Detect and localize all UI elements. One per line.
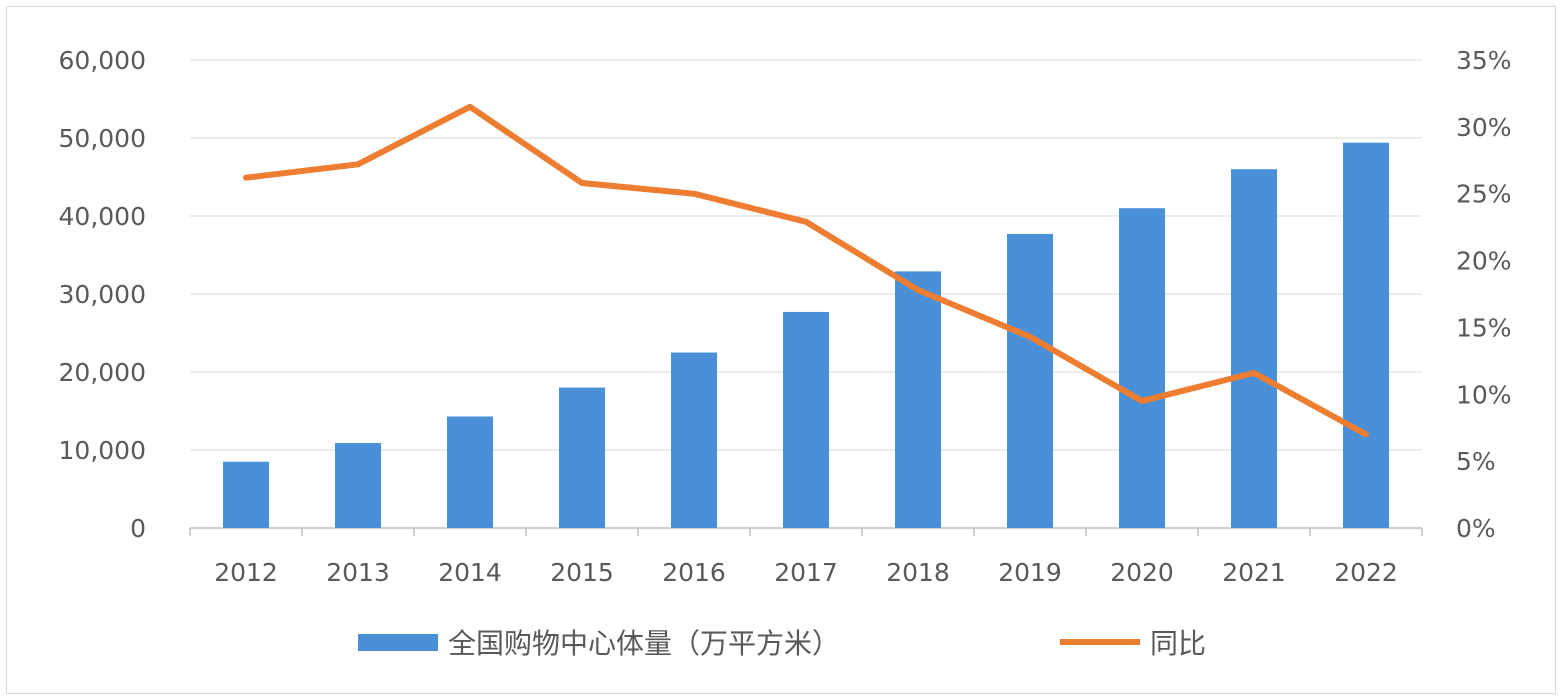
line-point: [1365, 433, 1367, 435]
left-tick-label: 30,000: [59, 280, 146, 309]
line-point: [581, 182, 583, 184]
right-axis-ticks: 0% 5% 10% 15% 20% 25% 30% 35%: [1456, 46, 1512, 543]
bar: [671, 352, 717, 528]
right-tick-label: 10%: [1456, 380, 1512, 409]
x-tick-label: 2018: [886, 558, 950, 587]
bar: [1119, 208, 1165, 528]
bar: [1231, 169, 1277, 528]
line-point: [805, 221, 807, 223]
left-tick-label: 40,000: [59, 202, 146, 231]
bar-series: [223, 142, 1389, 528]
x-tick-label: 2019: [998, 558, 1062, 587]
bar: [783, 311, 829, 528]
legend-swatch-bar: [358, 634, 438, 651]
bar: [1007, 233, 1053, 528]
x-tick-label: 2014: [438, 558, 502, 587]
legend-label-line: 同比: [1150, 627, 1206, 660]
x-tick-label: 2017: [774, 558, 838, 587]
line-point: [1029, 336, 1031, 338]
line-point: [357, 163, 359, 165]
bar: [895, 271, 941, 528]
left-axis-ticks: 0 10,000 20,000 30,000 40,000 50,000 60,000: [59, 46, 146, 543]
x-tick-label: 2015: [550, 558, 614, 587]
x-tick-label: 2013: [326, 558, 390, 587]
right-tick-label: 25%: [1456, 180, 1512, 209]
x-tick-label: 2021: [1222, 558, 1286, 587]
line-series: [243, 103, 1369, 438]
right-tick-label: 20%: [1456, 247, 1512, 276]
right-tick-label: 0%: [1456, 514, 1496, 543]
x-tick-label: 2020: [1110, 558, 1174, 587]
gridlines: [190, 59, 1422, 529]
right-tick-label: 5%: [1456, 447, 1496, 476]
left-tick-label: 50,000: [59, 124, 146, 153]
legend: 全国购物中心体量（万平方米） 同比: [358, 627, 1206, 660]
right-tick-label: 30%: [1456, 113, 1512, 142]
chart-frame: [6, 6, 1556, 694]
left-tick-label: 60,000: [59, 46, 146, 75]
bar: [223, 461, 269, 528]
x-tick-label: 2016: [662, 558, 726, 587]
right-tick-label: 35%: [1456, 46, 1512, 75]
bar: [559, 387, 605, 528]
line-point: [693, 193, 695, 195]
bar: [1343, 142, 1389, 528]
line-point: [469, 106, 471, 108]
x-axis-ticks: 2012 2013 2014 2015 2016 2017 2018 2019 2020 2021…: [189, 528, 1423, 587]
left-tick-label: 0: [130, 514, 146, 543]
left-tick-label: 10,000: [59, 436, 146, 465]
left-tick-label: 20,000: [59, 358, 146, 387]
bar: [335, 442, 381, 528]
line-point: [917, 289, 919, 291]
bar: [447, 416, 493, 528]
legend-label-bar: 全国购物中心体量（万平方米）: [448, 627, 840, 660]
line-point: [1253, 372, 1255, 374]
x-tick-label: 2022: [1334, 558, 1398, 587]
line-point: [245, 177, 247, 179]
x-tick-label: 2012: [214, 558, 278, 587]
legend-swatch-line: [1060, 639, 1140, 645]
right-tick-label: 15%: [1456, 313, 1512, 342]
line-point: [1141, 400, 1143, 402]
